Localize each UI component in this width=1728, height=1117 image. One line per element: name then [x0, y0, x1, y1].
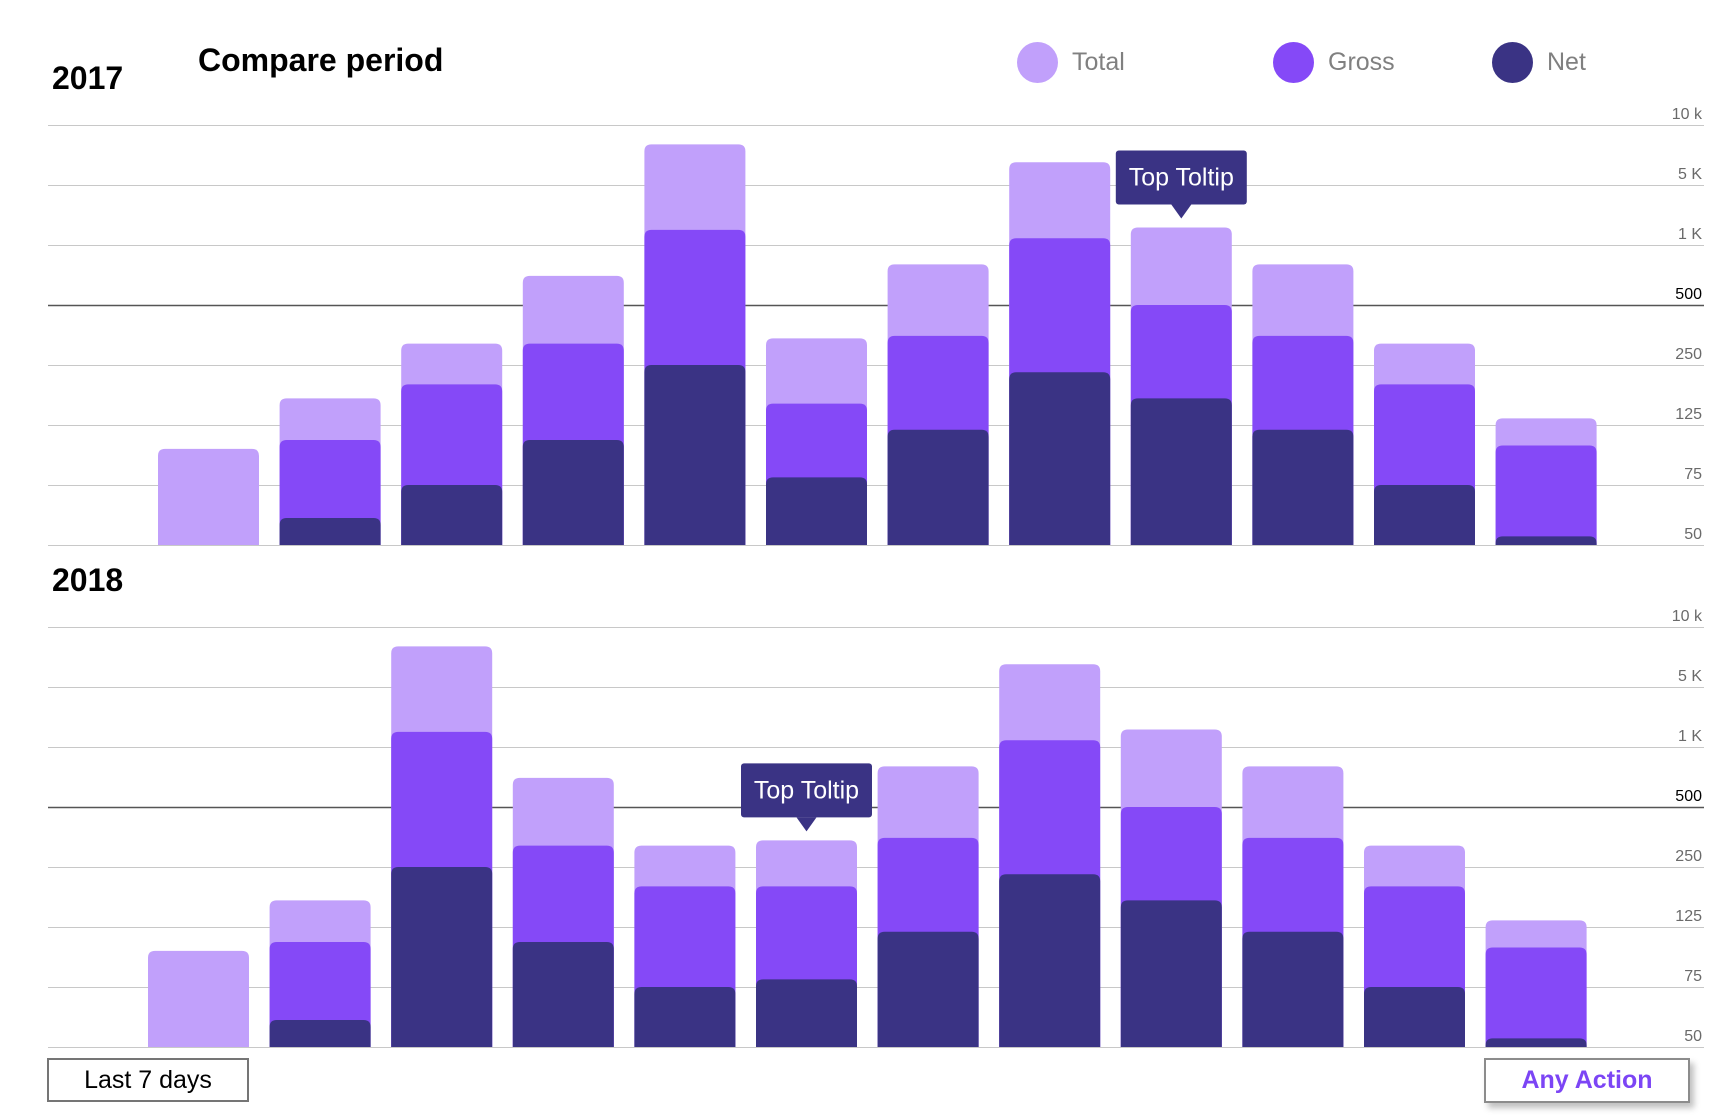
- legend-swatch-gross: [1273, 41, 1314, 83]
- y-tick-label: 250: [1675, 346, 1702, 363]
- tooltip-text: Top Toltip: [754, 776, 859, 804]
- bar-net[interactable]: [401, 485, 503, 545]
- bar-net[interactable]: [999, 874, 1101, 1047]
- y-tick-label: 1 K: [1678, 728, 1702, 745]
- bar-net[interactable]: [1242, 931, 1344, 1047]
- y-tick-label: 10 k: [1672, 608, 1703, 625]
- tooltip: Top Toltip: [741, 763, 872, 832]
- bar-gross[interactable]: [1485, 947, 1587, 1047]
- y-tick-label: 50: [1684, 526, 1702, 543]
- y-tick-label: 75: [1684, 968, 1702, 985]
- y-tick-label: 125: [1675, 406, 1702, 423]
- legend-swatch-total: [1017, 41, 1058, 83]
- bars: [148, 646, 1587, 1047]
- y-tick-label: 1 K: [1678, 226, 1702, 243]
- tooltip: Top Toltip: [1115, 150, 1247, 219]
- any-action-button[interactable]: Any Action: [1484, 1058, 1690, 1103]
- y-tick-label: 75: [1684, 466, 1702, 483]
- year-2018-label: 2018: [52, 562, 124, 598]
- bar-net[interactable]: [766, 477, 867, 545]
- y-tick-label: 500: [1675, 788, 1702, 805]
- bar-total[interactable]: [148, 950, 249, 1047]
- bar-total[interactable]: [158, 448, 259, 545]
- chart-2018: 50 75 125 250 500 1 K 5 K 10 k Top Toltip: [48, 608, 1704, 1048]
- bar-net[interactable]: [877, 931, 979, 1047]
- bar-net[interactable]: [1252, 429, 1354, 545]
- bars: [158, 144, 1597, 546]
- bar-net[interactable]: [1009, 372, 1111, 545]
- legend: Total Gross Net: [1010, 40, 1610, 84]
- y-tick-label: 500: [1675, 286, 1702, 303]
- bar-net[interactable]: [1120, 900, 1222, 1047]
- bar-net[interactable]: [756, 979, 857, 1047]
- chart-2017: 50 75 125 250 500 1 K 5 K 10 k Top Toltip: [48, 106, 1704, 546]
- y-tick-label: 5 K: [1678, 668, 1702, 685]
- y-tick-label: 250: [1675, 848, 1702, 865]
- y-tick-label: 50: [1684, 1028, 1702, 1045]
- y-tick-label: 125: [1675, 908, 1702, 925]
- bar-net[interactable]: [1495, 536, 1597, 545]
- tooltip-text: Top Toltip: [1129, 163, 1234, 191]
- legend-item-total: Total: [1017, 40, 1125, 84]
- bar-net[interactable]: [522, 440, 624, 545]
- bar-net[interactable]: [1374, 485, 1475, 545]
- y-tick-label: 5 K: [1678, 166, 1702, 183]
- page-title: Compare period: [198, 42, 444, 78]
- bar-net[interactable]: [279, 518, 381, 545]
- legend-label-total: Total: [1072, 47, 1125, 76]
- legend-item-net: Net: [1492, 40, 1586, 84]
- bar-net[interactable]: [1130, 398, 1232, 545]
- legend-swatch-net: [1492, 41, 1533, 83]
- legend-label-gross: Gross: [1328, 47, 1395, 76]
- bar-net[interactable]: [1485, 1038, 1587, 1047]
- bar-net[interactable]: [644, 365, 746, 545]
- bar-net[interactable]: [1364, 987, 1465, 1047]
- date-range-button[interactable]: Last 7 days: [47, 1058, 249, 1102]
- year-2017-label: 2017: [52, 60, 124, 96]
- y-tick-label: 10 k: [1672, 106, 1703, 123]
- legend-label-net: Net: [1547, 47, 1586, 76]
- bar-net[interactable]: [391, 867, 493, 1047]
- bar-net[interactable]: [634, 987, 736, 1047]
- legend-item-gross: Gross: [1273, 40, 1395, 84]
- bar-net[interactable]: [887, 429, 989, 545]
- bar-net[interactable]: [269, 1020, 371, 1047]
- bar-gross[interactable]: [1495, 445, 1597, 545]
- bar-net[interactable]: [512, 942, 614, 1047]
